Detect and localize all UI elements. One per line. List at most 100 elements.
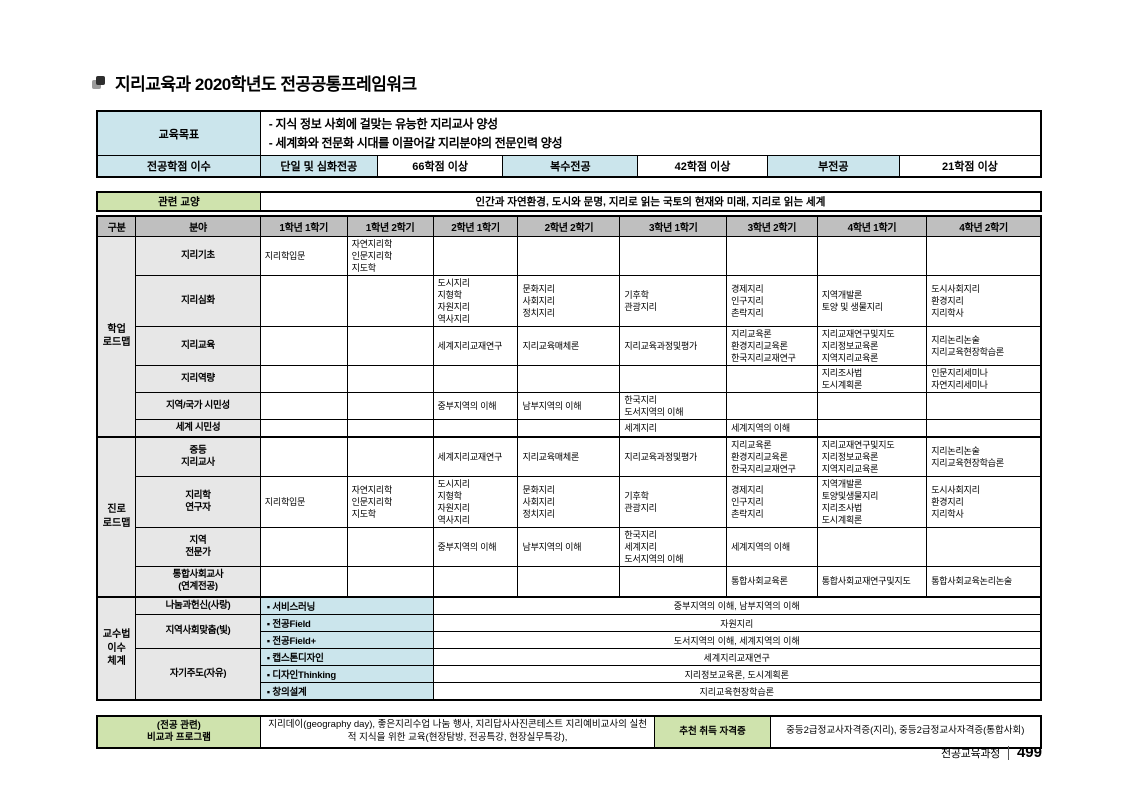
extracurricular-table: (전공 관련) 비교과 프로그램 지리데이(geography day), 좋은… bbox=[96, 715, 1042, 749]
course-cell: 지리논리논술 지리교육현장학습론 bbox=[926, 436, 1042, 478]
table-row: ▪ 디자인Thinking 지리정보교육론, 도시계획론 bbox=[97, 665, 1042, 684]
extracurricular-label: (전공 관련) 비교과 프로그램 bbox=[96, 715, 261, 749]
credit-cell: 21학점 이상 bbox=[898, 155, 1042, 178]
category-cell: 세계 시민성 bbox=[135, 418, 261, 438]
credit-cell: 복수전공 bbox=[502, 155, 639, 178]
course-cell: 인문지리세미나 자연지리세미나 bbox=[926, 364, 1042, 393]
table-row: 통합사회교사 (연계전공) 통합사회교육론 통합사회교재연구및지도 통합사회교육논리논… bbox=[97, 566, 1042, 598]
course-cell bbox=[619, 364, 728, 393]
objective-text: - 지식 정보 사회에 걸맞는 유능한 지리교사 양성 - 세계화와 전문화 시… bbox=[259, 110, 1042, 157]
course-cell: 도시지리 지형학 자원지리 역사지리 bbox=[432, 476, 519, 529]
course-cell: 경제지리 인구지리 촌락지리 bbox=[726, 476, 818, 529]
pedagogy-group-label: 지역사회맞춤(빛) bbox=[135, 614, 261, 650]
course-cell: 지역개발론 토양 및 생물지리 bbox=[816, 274, 928, 327]
column-header: 1학년 2학기 bbox=[346, 215, 434, 237]
table-row: 교수법 이수 체계 나눔과헌신(사랑) ▪ 서비스러닝 중부지역의 이해, 남부지역의… bbox=[96, 595, 1042, 701]
title-row: 지리교육과 2020학년도 전공공통프레임워크 bbox=[96, 70, 1042, 95]
course-cell: 지리교육매체론 bbox=[517, 325, 621, 366]
table-row: 지역 전문가 중부지역의 이해 남부지역의 이해 한국지리 세계지리 도서지역의 이해… bbox=[97, 527, 1042, 568]
course-cell bbox=[517, 364, 621, 393]
course-cell: 기후학 관광지리 bbox=[619, 274, 728, 327]
column-header: 2학년 1학기 bbox=[432, 215, 519, 237]
course-cell bbox=[346, 325, 434, 366]
course-cell bbox=[816, 391, 928, 420]
pedagogy-item-value: 자원지리 bbox=[432, 614, 1042, 633]
credit-cell: 42학점 이상 bbox=[637, 155, 768, 178]
course-cell bbox=[346, 391, 434, 420]
pedagogy-item-label: ▪ 창의설계 bbox=[259, 682, 434, 701]
certificate-value: 중등2급정교사자격증(지리), 중등2급정교사자격증(통합사회) bbox=[769, 715, 1042, 749]
course-cell bbox=[816, 235, 928, 276]
course-cell: 지리교육과정및평가 bbox=[619, 325, 728, 366]
page-title: 지리교육과 2020학년도 전공공통프레임워크 bbox=[115, 75, 417, 94]
credit-cell: 66학점 이상 bbox=[376, 155, 504, 178]
section-label: 교수법 이수 체계 bbox=[96, 595, 137, 701]
course-cell: 지리교육론 환경지리교육론 한국지리교재연구 bbox=[726, 325, 818, 366]
course-cell: 경제지리 인구지리 촌락지리 bbox=[726, 274, 818, 327]
objective-label-cell: 교육목표 bbox=[96, 110, 261, 157]
course-cell: 지리학입문 bbox=[259, 235, 348, 276]
course-cell bbox=[259, 364, 348, 393]
footer-page-number: 499 bbox=[1016, 744, 1042, 761]
table-row: 세계 시민성 세계지리 세계지역의 이해 bbox=[97, 418, 1042, 438]
course-cell: 지리학입문 bbox=[259, 476, 348, 529]
course-cell: 도시지리 지형학 자원지리 역사지리 bbox=[432, 274, 519, 327]
course-cell: 지리교재연구및지도 지리정보교육론 지역지리교육론 bbox=[816, 436, 928, 478]
course-cell bbox=[517, 235, 621, 276]
column-header: 분야 bbox=[135, 215, 261, 237]
course-cell bbox=[816, 418, 928, 438]
course-cell bbox=[259, 418, 348, 438]
course-cell bbox=[259, 391, 348, 420]
table-row: 지리교육 세계지리교재연구 지리교육매체론 지리교육과정및평가 지리교육론 환경지리교육… bbox=[97, 325, 1042, 366]
category-cell: 지리심화 bbox=[135, 274, 261, 327]
course-cell: 통합사회교육논리논술 bbox=[926, 566, 1042, 598]
footer-section-label: 전공교육과정 bbox=[941, 747, 1000, 760]
liberal-arts-table: 관련 교양 인간과 자연환경, 도시와 문명, 지리로 읽는 국토의 현재와 미… bbox=[96, 190, 1042, 212]
table-row: 지리역량 지리조사법 도시계획론 인문지리세미나 자연지리세미나 bbox=[97, 364, 1042, 393]
course-cell bbox=[346, 364, 434, 393]
course-cell: 문화지리 사회지리 정치지리 bbox=[517, 476, 621, 529]
course-cell: 지리교육론 환경지리교육론 한국지리교재연구 bbox=[726, 436, 818, 478]
table-row: 자기주도(자유) ▪ 캡스톤디자인 세계지리교재연구 bbox=[97, 648, 1042, 701]
table-row: 지리학 연구자 지리학입문 자연지리학 인문지리학 지도학 도시지리 지형학 자원지리… bbox=[97, 476, 1042, 529]
course-cell: 남부지역의 이해 bbox=[517, 391, 621, 420]
section-label: 진로 로드맵 bbox=[96, 436, 137, 598]
course-cell bbox=[346, 436, 434, 478]
table-row: ▪ 전공Field+ 도서지역의 이해, 세계지역의 이해 bbox=[97, 631, 1042, 650]
course-cell bbox=[259, 274, 348, 327]
column-header: 4학년 2학기 bbox=[926, 215, 1042, 237]
course-cell: 세계지역의 이해 bbox=[726, 527, 818, 568]
course-cell: 자연지리학 인문지리학 지도학 bbox=[346, 476, 434, 529]
course-cell bbox=[432, 418, 519, 438]
course-cell: 문화지리 사회지리 정치지리 bbox=[517, 274, 621, 327]
curriculum-table: 구분 분야 1학년 1학기 1학년 2학기 2학년 1학기 2학년 2학기 3학… bbox=[96, 214, 1042, 702]
table-row: 지역사회맞춤(빛) ▪ 전공Field 자원지리 bbox=[97, 614, 1042, 650]
course-cell bbox=[259, 325, 348, 366]
column-header: 3학년 1학기 bbox=[619, 215, 728, 237]
course-cell: 세계지역의 이해 bbox=[726, 418, 818, 438]
pedagogy-item-value: 지리교육현장학습론 bbox=[432, 682, 1042, 701]
pedagogy-item-label: ▪ 전공Field+ bbox=[259, 631, 434, 650]
goals-table: 교육목표 - 지식 정보 사회에 걸맞는 유능한 지리교사 양성 - 세계화와 … bbox=[96, 110, 1042, 178]
course-cell bbox=[259, 566, 348, 598]
course-cell: 지리교육매체론 bbox=[517, 436, 621, 478]
course-cell: 도시사회지리 환경지리 지리학사 bbox=[926, 274, 1042, 327]
course-cell: 기후학 관광지리 bbox=[619, 476, 728, 529]
pedagogy-item-label: ▪ 서비스러닝 bbox=[259, 595, 434, 616]
course-cell: 중부지역의 이해 bbox=[432, 391, 519, 420]
course-cell bbox=[346, 527, 434, 568]
column-header: 구분 bbox=[96, 215, 137, 237]
pedagogy-item-label: ▪ 캡스톤디자인 bbox=[259, 648, 434, 667]
course-cell bbox=[346, 566, 434, 598]
table-row: 지역/국가 시민성 중부지역의 이해 남부지역의 이해 한국지리 도서지역의 이해 bbox=[97, 391, 1042, 420]
footer-divider bbox=[1007, 745, 1009, 760]
course-cell: 중부지역의 이해 bbox=[432, 527, 519, 568]
course-cell bbox=[517, 566, 621, 598]
category-cell: 통합사회교사 (연계전공) bbox=[135, 566, 261, 598]
category-cell: 지리기초 bbox=[135, 235, 261, 276]
course-cell bbox=[816, 527, 928, 568]
course-cell: 한국지리 도서지역의 이해 bbox=[619, 391, 728, 420]
credit-cell: 부전공 bbox=[766, 155, 900, 178]
course-cell bbox=[926, 391, 1042, 420]
extracurricular-value: 지리데이(geography day), 좋은지리수업 나눔 행사, 지리답사사… bbox=[259, 715, 656, 749]
